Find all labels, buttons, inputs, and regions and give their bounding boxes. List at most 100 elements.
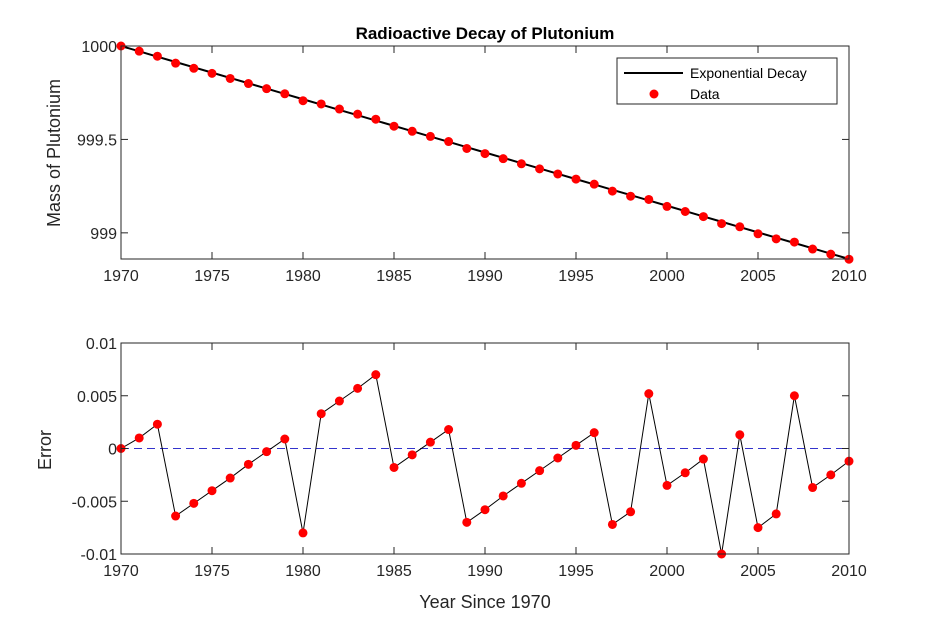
error-point	[134, 433, 144, 443]
top-chart-title: Radioactive Decay of Plutonium	[356, 24, 615, 43]
bottom-y-ticks: -0.01 -0.005 0 0.005 0.01	[72, 336, 849, 564]
error-point	[626, 507, 636, 517]
data-point	[444, 137, 454, 147]
x-tick-label: 1980	[285, 268, 321, 285]
bottom-plot-area	[116, 370, 854, 559]
error-point	[371, 370, 381, 380]
error-point	[808, 483, 818, 493]
bottom-y-axis-label: Error	[35, 430, 55, 470]
x-tick-label: 1975	[194, 268, 230, 285]
data-point	[753, 229, 763, 239]
error-point	[680, 468, 690, 478]
bottom-x-axis-label: Year Since 1970	[419, 592, 550, 612]
x-tick-label: 1985	[376, 563, 412, 580]
data-point	[280, 89, 290, 99]
y-tick-label: 0	[108, 442, 117, 459]
x-tick-label: 1995	[558, 563, 594, 580]
x-tick-label: 2000	[649, 268, 685, 285]
error-point	[353, 383, 363, 393]
data-point	[243, 79, 253, 89]
top-axes: Radioactive Decay of Plutonium Mass of P…	[44, 24, 867, 285]
legend: Exponential Decay Data	[616, 57, 838, 105]
y-tick-label: 999.5	[77, 132, 117, 149]
data-point	[171, 58, 181, 68]
data-point	[498, 154, 508, 164]
data-point	[225, 73, 235, 83]
data-point	[771, 234, 781, 244]
error-point	[753, 523, 763, 533]
data-point	[516, 159, 526, 169]
bottom-x-ticks: 1970 1975 1980 1985 1990 1995 2000 2005 2010	[103, 343, 867, 580]
error-point	[425, 437, 435, 447]
data-point	[407, 126, 417, 136]
x-tick-label: 2000	[649, 563, 685, 580]
error-point	[462, 517, 472, 527]
error-point	[480, 505, 490, 515]
data-point	[607, 186, 617, 196]
error-point	[789, 391, 799, 401]
error-point	[152, 419, 162, 429]
data-point	[589, 179, 599, 189]
error-point	[771, 509, 781, 519]
x-tick-label: 1975	[194, 563, 230, 580]
data-point	[425, 131, 435, 141]
x-tick-label: 1990	[467, 563, 503, 580]
data-point	[334, 104, 344, 114]
error-point	[334, 396, 344, 406]
x-tick-label: 2010	[831, 268, 867, 285]
data-point	[698, 212, 708, 222]
error-point	[498, 491, 508, 501]
error-point	[571, 440, 581, 450]
error-point	[535, 466, 545, 476]
top-y-axis-label: Mass of Plutonium	[44, 79, 64, 227]
y-tick-label: 0.005	[77, 389, 117, 406]
error-point	[316, 409, 326, 419]
data-point	[735, 222, 745, 232]
error-point	[189, 498, 199, 508]
error-point	[243, 459, 253, 469]
data-point	[644, 194, 654, 204]
error-point	[171, 511, 181, 521]
error-point	[735, 430, 745, 440]
series-line-error	[120, 373, 850, 555]
x-tick-label: 2005	[740, 268, 776, 285]
top-x-ticks: 1970 1975 1980 1985 1990 1995 2000 2005 2010	[103, 46, 867, 285]
error-point	[389, 462, 399, 472]
y-tick-label: 0.01	[86, 336, 117, 353]
top-axes-box	[120, 45, 850, 260]
data-point	[626, 191, 636, 201]
error-point	[607, 519, 617, 529]
data-point	[262, 84, 272, 94]
data-point	[480, 149, 490, 159]
error-point	[280, 434, 290, 444]
x-tick-label: 1970	[103, 268, 139, 285]
top-plot-area	[116, 41, 854, 264]
data-point	[353, 109, 363, 119]
data-point	[207, 68, 217, 78]
error-point	[553, 453, 563, 463]
data-point	[571, 174, 581, 184]
error-point	[698, 454, 708, 464]
y-tick-label: -0.01	[81, 547, 118, 564]
error-point	[662, 480, 672, 490]
y-tick-label: 999	[90, 226, 117, 243]
data-point	[662, 201, 672, 211]
legend-entry-data: Data	[690, 86, 720, 102]
y-tick-label: 1000	[81, 39, 117, 56]
legend-entry-exponential-decay: Exponential Decay	[690, 65, 807, 81]
data-point	[826, 249, 836, 259]
error-point	[298, 528, 308, 538]
x-tick-label: 2005	[740, 563, 776, 580]
error-point	[589, 428, 599, 438]
error-point	[516, 478, 526, 488]
data-point	[717, 219, 727, 229]
data-point	[680, 207, 690, 216]
data-point	[371, 114, 381, 124]
x-tick-label: 1990	[467, 268, 503, 285]
data-point	[134, 46, 144, 56]
error-point	[262, 447, 272, 457]
data-point	[316, 99, 326, 109]
data-point	[389, 121, 399, 131]
x-tick-label: 1995	[558, 268, 594, 285]
